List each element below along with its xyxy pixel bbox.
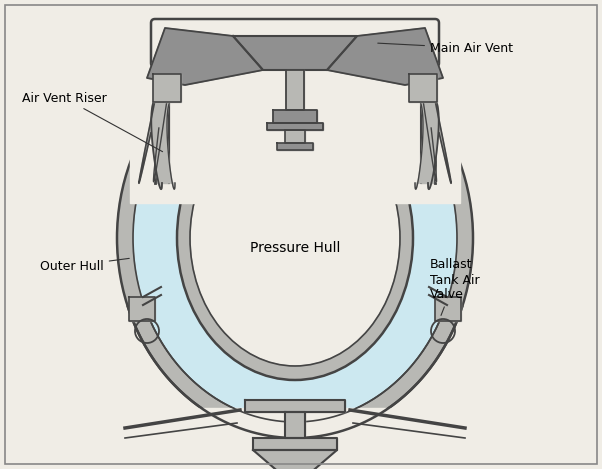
Polygon shape [273,110,317,123]
Polygon shape [409,74,437,102]
Polygon shape [151,98,175,189]
Polygon shape [285,130,305,143]
Text: Flood Ports: Flood Ports [0,468,1,469]
Polygon shape [423,100,451,183]
Polygon shape [177,96,413,380]
Text: Air Vent Riser: Air Vent Riser [22,91,163,151]
Polygon shape [129,297,155,321]
Text: Main Air Vent: Main Air Vent [378,41,513,54]
Polygon shape [117,38,473,438]
Polygon shape [147,28,263,85]
Polygon shape [415,98,439,189]
Polygon shape [253,438,337,450]
Polygon shape [421,63,435,183]
Polygon shape [233,36,357,70]
Polygon shape [155,63,169,183]
Polygon shape [139,100,167,183]
FancyBboxPatch shape [151,19,439,67]
Polygon shape [115,408,475,453]
Polygon shape [133,54,457,422]
Text: Pressure Hull: Pressure Hull [250,241,340,255]
Text: Outer Hull: Outer Hull [40,258,129,272]
Polygon shape [277,143,313,150]
Polygon shape [286,70,304,110]
Text: Ballast
Tank Air
Valve: Ballast Tank Air Valve [430,258,480,316]
Polygon shape [267,123,323,130]
Polygon shape [435,297,461,321]
Polygon shape [253,450,337,469]
Polygon shape [245,400,345,412]
Polygon shape [285,412,305,438]
Polygon shape [153,74,181,102]
Polygon shape [130,18,460,203]
Polygon shape [327,28,443,85]
